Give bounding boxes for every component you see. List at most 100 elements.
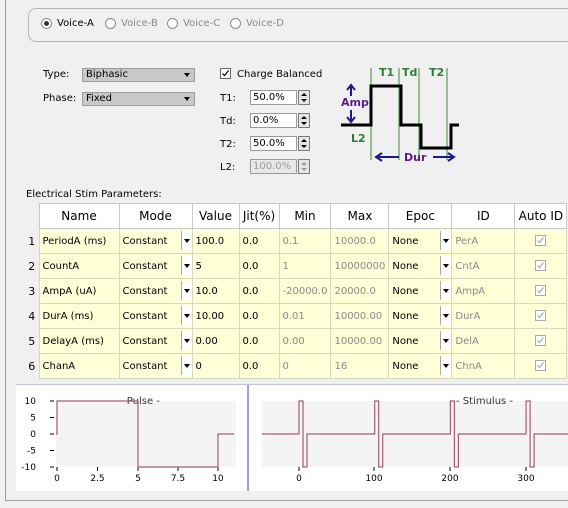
param-value-cell[interactable]: 10.00 xyxy=(191,303,240,329)
param-mode-dropdown[interactable]: Constant xyxy=(118,278,193,304)
td-input[interactable]: 0.0% xyxy=(250,113,297,128)
param-name-cell[interactable]: PeriodA (ms) xyxy=(38,228,120,254)
param-min-cell: 0.1 xyxy=(278,228,332,254)
table-row: 6 ChanA Constant 0 0.0 0 16 None ChnA xyxy=(25,353,568,379)
voice-b-radio[interactable]: Voice-B xyxy=(105,18,158,29)
t2-input[interactable]: 50.0% xyxy=(250,136,297,151)
param-value-cell[interactable]: 5 xyxy=(191,253,240,279)
stimulus-x-tick-label: 100 xyxy=(365,474,382,484)
param-jitter-cell[interactable]: 0.0 xyxy=(238,253,280,279)
column-header[interactable]: Epoc xyxy=(388,203,453,229)
spinner-arrows-icon[interactable] xyxy=(298,136,310,151)
t2-spinbox[interactable]: 50.0% xyxy=(250,136,312,151)
param-auto-id-cell[interactable] xyxy=(514,328,568,354)
waveform-trace xyxy=(341,84,459,150)
param-mode-dropdown[interactable]: Constant xyxy=(118,228,193,254)
voice-d-radio[interactable]: Voice-D xyxy=(230,18,284,29)
column-header[interactable]: Max xyxy=(330,203,390,229)
column-header[interactable]: Jit(%) xyxy=(238,203,280,229)
diagram-td-label: Td xyxy=(402,66,417,79)
param-auto-id-cell[interactable] xyxy=(514,353,568,379)
amp-up-arrow-icon xyxy=(346,83,356,96)
auto-id-checkbox[interactable] xyxy=(535,259,547,271)
row-number: 2 xyxy=(25,253,39,279)
stimulus-axes: 0 100 200 300 xyxy=(296,467,535,484)
param-epoc-dropdown[interactable]: None xyxy=(388,353,453,379)
param-max-cell: 10000000 xyxy=(330,253,390,279)
td-spinbox[interactable]: 0.0% xyxy=(250,113,312,128)
radio-dot xyxy=(41,18,52,29)
column-header[interactable]: Auto ID xyxy=(514,203,568,229)
column-header[interactable]: Min xyxy=(278,203,332,229)
voice-c-radio[interactable]: Voice-C xyxy=(167,18,220,29)
param-epoc-dropdown[interactable]: None xyxy=(388,303,453,329)
diagram-amp-label: Amp xyxy=(341,96,369,109)
t1-input[interactable]: 50.0% xyxy=(250,90,297,105)
table-row: 2 CountA Constant 5 0.0 1 10000000 None CntA xyxy=(25,253,568,279)
param-mode-dropdown[interactable]: Constant xyxy=(118,253,193,279)
row-number: 5 xyxy=(25,328,39,354)
param-epoc-dropdown[interactable]: None xyxy=(388,253,453,279)
auto-id-checkbox[interactable] xyxy=(535,309,547,321)
param-name-cell[interactable]: CountA xyxy=(38,253,120,279)
pulse-x-tick-label: 5 xyxy=(135,474,141,484)
param-id-cell: AmpA xyxy=(451,278,516,304)
t1-spinbox[interactable]: 50.0% xyxy=(250,90,312,105)
voice-b-label: Voice-B xyxy=(121,18,158,29)
param-value-cell[interactable]: 0 xyxy=(191,353,240,379)
param-jitter-cell[interactable]: 0.0 xyxy=(238,303,280,329)
param-jitter-cell[interactable]: 0.0 xyxy=(238,328,280,354)
auto-id-checkbox[interactable] xyxy=(535,234,547,246)
pulse-y-tick-label: 0 xyxy=(30,430,36,440)
l2-input: 100.0% xyxy=(250,159,297,174)
param-epoc-dropdown[interactable]: None xyxy=(388,278,453,304)
checkmark-icon xyxy=(537,361,545,368)
column-header[interactable]: Name xyxy=(38,203,120,229)
param-name-cell[interactable]: DelayA (ms) xyxy=(38,328,120,354)
voice-a-radio[interactable]: Voice-A xyxy=(41,18,94,29)
param-auto-id-cell[interactable] xyxy=(514,278,568,304)
param-jitter-cell[interactable]: 0.0 xyxy=(238,228,280,254)
param-auto-id-cell[interactable] xyxy=(514,253,568,279)
param-name-cell[interactable]: AmpA (uA) xyxy=(38,278,120,304)
pulse-y-tick-label: -5 xyxy=(27,447,36,457)
param-auto-id-cell[interactable] xyxy=(514,228,568,254)
param-value-cell[interactable]: 0.00 xyxy=(191,328,240,354)
column-header[interactable]: Value xyxy=(191,203,240,229)
param-jitter-cell[interactable]: 0.0 xyxy=(238,353,280,379)
column-header[interactable]: ID xyxy=(451,203,516,229)
type-dropdown[interactable]: Biphasic xyxy=(82,68,195,82)
param-value-cell[interactable]: 10.0 xyxy=(191,278,240,304)
td-label: Td: xyxy=(220,116,236,127)
phase-value: Fixed xyxy=(86,93,112,104)
radio-dot xyxy=(230,18,241,29)
params-table: Name Mode Value Jit(%) Min Max Epoc ID A… xyxy=(25,203,568,379)
spinner-arrows-icon[interactable] xyxy=(298,90,310,105)
pulse-y-tick-label: 10 xyxy=(25,397,37,407)
voice-selector: Voice-A Voice-B Voice-C Voice-D xyxy=(28,8,568,42)
checkmark-icon xyxy=(222,70,229,77)
table-row: 3 AmpA (uA) Constant 10.0 0.0 -20000.0 20000.0… xyxy=(25,278,568,304)
param-epoc-dropdown[interactable]: None xyxy=(388,228,453,254)
param-name-cell[interactable]: DurA (ms) xyxy=(38,303,120,329)
column-header[interactable]: Mode xyxy=(118,203,193,229)
spinner-arrows-icon[interactable] xyxy=(298,113,310,128)
param-mode-dropdown[interactable]: Constant xyxy=(118,303,193,329)
param-mode-dropdown[interactable]: Constant xyxy=(118,328,193,354)
auto-id-checkbox[interactable] xyxy=(535,359,547,371)
param-id-cell: DurA xyxy=(451,303,516,329)
param-jitter-cell[interactable]: 0.0 xyxy=(238,278,280,304)
param-mode-dropdown[interactable]: Constant xyxy=(118,353,193,379)
phase-dropdown[interactable]: Fixed xyxy=(82,92,195,106)
stimulus-x-tick-label: 200 xyxy=(441,474,458,484)
param-auto-id-cell[interactable] xyxy=(514,303,568,329)
param-name-cell[interactable]: ChanA xyxy=(38,353,120,379)
param-value-cell[interactable]: 100.0 xyxy=(191,228,240,254)
auto-id-checkbox[interactable] xyxy=(535,284,547,296)
auto-id-checkbox[interactable] xyxy=(535,334,547,346)
param-epoc-dropdown[interactable]: None xyxy=(388,328,453,354)
pulse-y-tick-label: -10 xyxy=(21,463,36,473)
spinner-arrows-icon xyxy=(298,159,310,174)
param-id-cell: PerA xyxy=(451,228,516,254)
charge-balanced-checkbox[interactable] xyxy=(220,68,231,79)
